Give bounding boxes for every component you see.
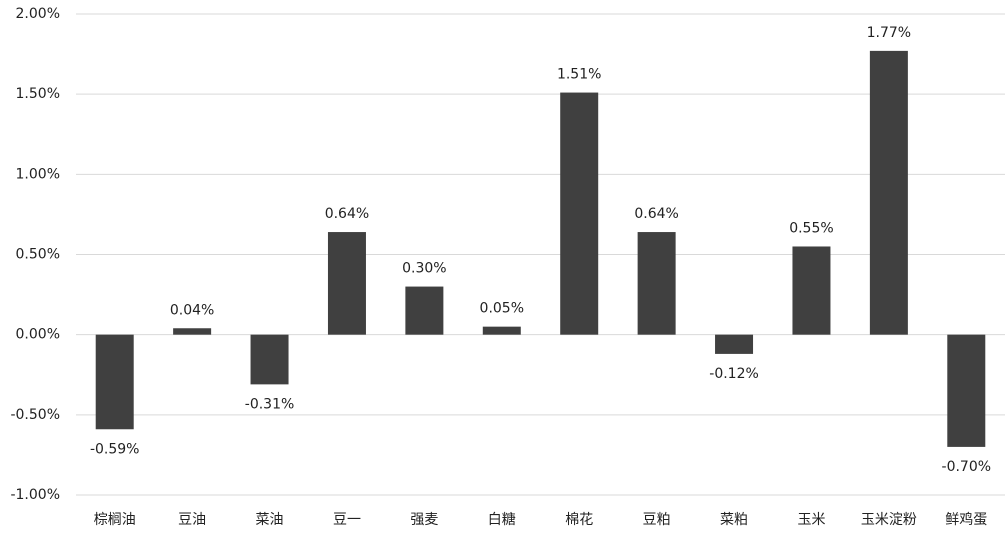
value-label: -0.70% [942, 459, 992, 475]
x-tick-label: 棕榈油 [94, 512, 136, 528]
y-tick-label: 0.00% [16, 327, 60, 343]
x-tick-label: 菜粕 [720, 512, 748, 528]
bar [869, 50, 908, 335]
y-tick-label: -1.00% [10, 487, 60, 503]
value-label: 0.30% [402, 261, 446, 277]
x-tick-label: 白糖 [488, 512, 516, 528]
x-tick-label: 豆粕 [643, 512, 671, 528]
x-tick-label: 强麦 [410, 512, 438, 528]
bar [715, 334, 754, 354]
y-tick-label: -0.50% [10, 407, 60, 423]
value-label: -0.12% [709, 366, 759, 382]
value-label: -0.59% [90, 441, 140, 457]
value-label: 0.04% [170, 302, 214, 318]
value-label: 0.64% [634, 206, 678, 222]
bar [173, 328, 212, 335]
y-tick-label: 2.00% [16, 6, 60, 22]
bar [560, 92, 599, 335]
y-tick-label: 1.00% [16, 166, 60, 182]
value-label: -0.31% [245, 396, 295, 412]
bar [95, 334, 134, 430]
value-label: 0.64% [325, 206, 369, 222]
x-tick-label: 鲜鸡蛋 [945, 511, 987, 528]
value-label: 1.77% [867, 25, 911, 41]
y-tick-label: 0.50% [16, 247, 60, 263]
x-tick-label: 玉米淀粉 [861, 512, 917, 528]
x-tick-label: 菜油 [256, 512, 284, 528]
bar [250, 334, 289, 385]
value-label: 0.55% [789, 220, 833, 236]
x-tick-label: 豆一 [333, 512, 361, 528]
y-tick-label: 1.50% [16, 86, 60, 102]
bar [947, 334, 986, 447]
bar [405, 286, 444, 335]
bar [482, 326, 521, 335]
x-tick-label: 豆油 [178, 512, 206, 528]
x-tick-label: 玉米 [797, 512, 825, 528]
value-label: 1.51% [557, 67, 601, 83]
bar [637, 232, 676, 335]
value-label: 0.05% [480, 301, 524, 317]
x-tick-label: 棉花 [565, 511, 593, 528]
bar [792, 246, 831, 335]
bar [327, 232, 366, 335]
